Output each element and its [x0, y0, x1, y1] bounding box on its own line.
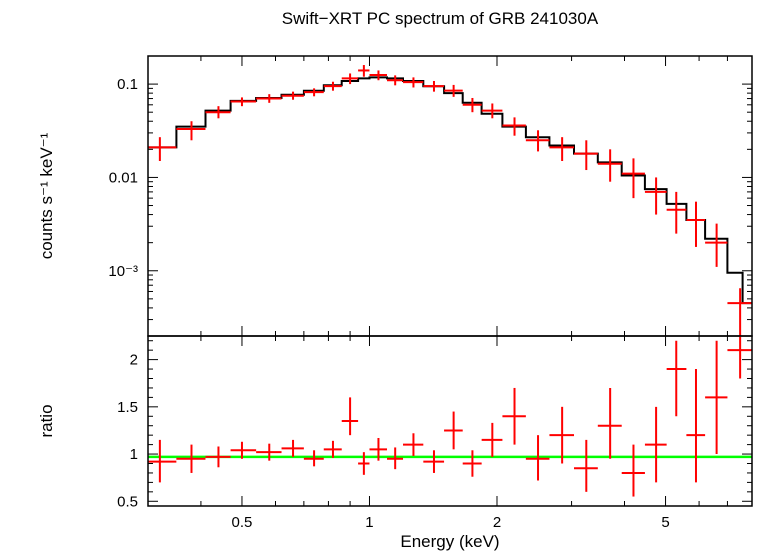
- spectrum-data-point: [281, 91, 304, 100]
- ratio-data-point: [369, 438, 388, 461]
- ratio-data-point: [403, 433, 424, 456]
- spectrum-data-point: [621, 158, 645, 199]
- ratio-ticks: [147, 336, 753, 506]
- ratio-data-point: [597, 387, 622, 459]
- x-tick-label: 2: [493, 514, 501, 531]
- ratio-data-point: [387, 447, 404, 470]
- ratio-data-point: [281, 439, 304, 457]
- spectrum-data-point: [727, 288, 752, 336]
- x-tick-label: 1: [365, 514, 373, 531]
- ratio-data-point: [666, 340, 687, 417]
- spectrum-panel: 0.1 0.01 10⁻³ counts s⁻¹ keV⁻¹: [37, 55, 753, 337]
- y-tick-label: 10⁻³: [108, 263, 138, 280]
- spectrum-data-point: [358, 65, 370, 77]
- ratio-data-point: [256, 443, 282, 461]
- x-tick-label: 5: [661, 514, 669, 531]
- spectrum-data-point: [205, 106, 231, 119]
- ratio-data-point: [727, 336, 752, 379]
- model-step-line: [148, 76, 752, 305]
- y-tick-label: 1.5: [117, 399, 138, 416]
- ratio-data-point: [444, 411, 463, 450]
- ratio-data-point: [230, 441, 257, 459]
- spectrum-data-point: [369, 70, 388, 81]
- spectrum-data-point: [303, 88, 324, 97]
- spectrum-data-point: [502, 117, 526, 136]
- y-tick-label: 1: [130, 446, 138, 463]
- spectrum-data-point: [525, 130, 550, 152]
- x-tick-labels: 0.5 1 2 5: [232, 514, 670, 531]
- spectrum-data-point: [387, 75, 404, 86]
- x-axis-label: Energy (keV): [400, 532, 499, 551]
- spectrum-data-point: [403, 77, 424, 88]
- spectrum-data-point: [686, 201, 706, 247]
- spectrum-data-point: [230, 97, 257, 107]
- spectrum-data-point: [423, 80, 445, 92]
- ratio-data-point: [423, 450, 445, 473]
- spectrum-ticks: [147, 55, 753, 337]
- spectrum-data-point: [341, 73, 359, 85]
- ratio-data-point: [341, 397, 359, 436]
- y-tick-label: 0.1: [117, 76, 138, 93]
- spectrum-data-point: [481, 103, 503, 119]
- spectrum-y-tick-labels: 0.1 0.01 10⁻³: [108, 76, 138, 280]
- ratio-data-point: [574, 439, 598, 492]
- y-tick-label: 2: [130, 352, 138, 369]
- ratio-panel: 0.5 1 1.5 2 0.5 1 2 5 ratio Energy (keV): [37, 335, 753, 551]
- spectrum-data-point: [462, 97, 482, 113]
- spectrum-data-point: [323, 81, 342, 91]
- ratio-data-point: [644, 406, 667, 483]
- ratio-plot-frame: [147, 335, 753, 507]
- ratio-data-point: [205, 446, 231, 468]
- ratio-data-point: [358, 452, 370, 475]
- ratio-data-point: [303, 450, 324, 467]
- spectrum-data-point: [549, 137, 575, 161]
- ratio-data-point: [502, 387, 526, 445]
- spectrum-data-point: [574, 140, 598, 171]
- ratio-data-point: [323, 440, 342, 458]
- y-tick-label: 0.5: [117, 493, 138, 510]
- y-tick-label: 0.01: [109, 169, 138, 186]
- ratio-y-axis-label: ratio: [37, 404, 56, 437]
- ratio-data-point: [525, 435, 550, 481]
- ratio-data-point: [549, 406, 575, 464]
- spectrum-data-points: [148, 65, 752, 336]
- ratio-data-point: [462, 450, 482, 477]
- ratio-data-point: [621, 444, 645, 497]
- spectrum-data-point: [644, 177, 667, 215]
- spectrum-data-point: [256, 94, 282, 103]
- spectrum-data-point: [666, 191, 687, 234]
- ratio-data-points: [148, 336, 752, 497]
- spectrum-data-point: [444, 84, 463, 97]
- spectrum-data-point: [705, 223, 728, 267]
- ratio-data-point: [176, 444, 206, 473]
- spectrum-plot-frame: [147, 55, 753, 337]
- ratio-data-point: [686, 369, 706, 483]
- spectrum-y-axis-label: counts s⁻¹ keV⁻¹: [37, 132, 56, 259]
- ratio-data-point: [705, 340, 728, 455]
- spectrum-data-point: [597, 149, 622, 182]
- spectrum-data-point: [148, 137, 177, 161]
- ratio-y-tick-labels: 0.5 1 1.5 2: [117, 352, 138, 511]
- chart-title: Swift−XRT PC spectrum of GRB 241030A: [282, 9, 599, 28]
- spectrum-data-point: [176, 121, 206, 141]
- ratio-data-point: [148, 439, 177, 483]
- model-curve-group: [148, 76, 752, 305]
- ratio-data-point: [481, 422, 503, 457]
- x-tick-label: 0.5: [232, 514, 253, 531]
